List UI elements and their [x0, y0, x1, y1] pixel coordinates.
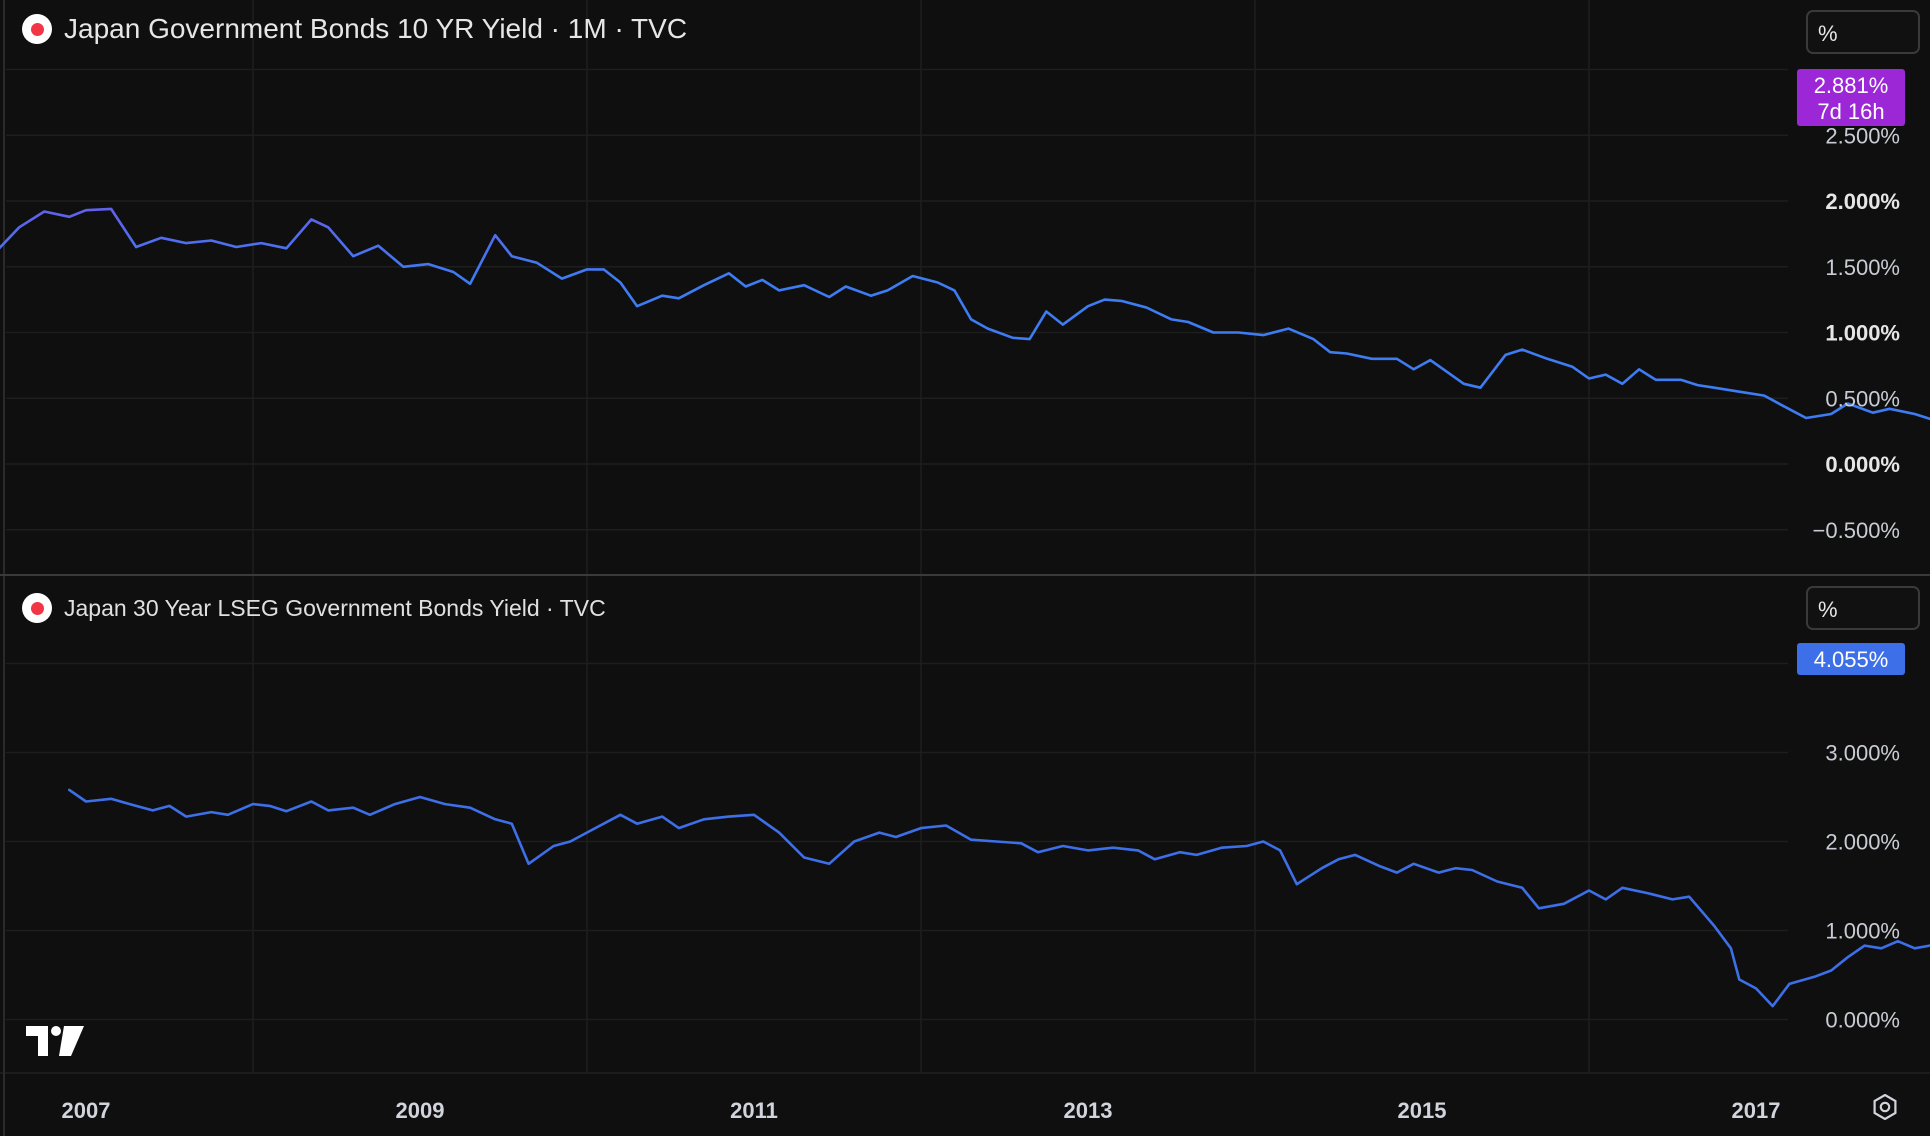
gear-icon[interactable] [1872, 1093, 1898, 1125]
series-layer [0, 207, 1930, 1008]
axis-labels: 2.500% 2.000% 1.500% 1.000% 0.500% 0.000% −0.5… [62, 69, 1905, 1123]
pane2-title-text: Japan 30 Year LSEG Government Bonds Yiel… [64, 594, 606, 621]
y-tick-label: 2.000% [1825, 830, 1900, 855]
symbol-flag-icon [22, 14, 52, 44]
x-tick-label: 2013 [1064, 1098, 1113, 1123]
y-tick-label: −0.500% [1813, 518, 1900, 543]
pane1-countdown-text: 7d 16h [1817, 99, 1884, 124]
pane2-last-value-badge [1797, 643, 1905, 675]
y-tick-label: 1.500% [1825, 255, 1900, 280]
y-tick-label: 2.500% [1825, 123, 1900, 148]
tradingview-logo-icon[interactable] [26, 1026, 84, 1061]
y-tick-label: 0.000% [1825, 1008, 1900, 1033]
y-tick-label: 0.500% [1825, 386, 1900, 411]
y-tick-label: 1.000% [1825, 321, 1900, 346]
y-tick-label: 0.000% [1825, 452, 1900, 477]
x-tick-label: 2009 [396, 1098, 445, 1123]
pane2-title[interactable]: Japan 30 Year LSEG Government Bonds Yiel… [22, 593, 606, 623]
series-10yr-line [0, 207, 1930, 421]
pane2-scale-button[interactable]: % [1806, 586, 1920, 630]
pane1-title-text: Japan Government Bonds 10 YR Yield · 1M … [64, 13, 688, 44]
pane1-last-value-badge [1797, 69, 1905, 126]
x-tick-label: 2017 [1732, 1098, 1781, 1123]
x-tick-label: 2007 [62, 1098, 111, 1123]
symbol-flag-icon [22, 593, 52, 623]
x-tick-label: 2015 [1398, 1098, 1447, 1123]
y-tick-label: 1.000% [1825, 919, 1900, 944]
y-tick-label: 2.000% [1825, 189, 1900, 214]
pane1-title[interactable]: Japan Government Bonds 10 YR Yield · 1M … [22, 13, 687, 45]
series-30yr-line [68, 788, 1930, 1008]
x-tick-label: 2011 [730, 1098, 778, 1123]
pane1-scale-button[interactable]: % [1806, 10, 1920, 54]
pane1-last-value-text: 2.881% [1814, 73, 1889, 98]
pane2-last-value-text: 4.055% [1814, 647, 1889, 672]
y-tick-label: 3.000% [1825, 741, 1900, 766]
